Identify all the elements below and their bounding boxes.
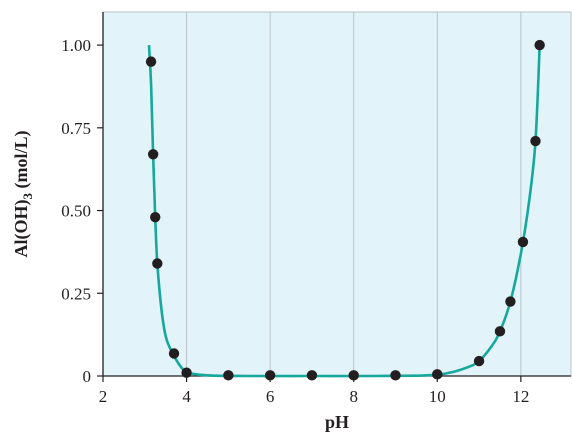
- data-point: [494, 326, 506, 337]
- data-point: [223, 370, 234, 381]
- x-tick-label: 6: [266, 387, 275, 406]
- x-tick-label: 10: [429, 387, 446, 406]
- data-point: [145, 56, 157, 67]
- data-point: [505, 296, 516, 307]
- gridlines: [186, 12, 522, 376]
- data-point: [181, 367, 192, 378]
- data-point: [348, 370, 359, 381]
- data-point: [473, 355, 485, 367]
- x-tick-label: 2: [99, 387, 108, 406]
- data-points: [145, 39, 545, 381]
- y-tick-label: 0.75: [61, 119, 91, 138]
- fit-curve: [147, 45, 541, 378]
- y-axis-ticks: 0 0.25 0.50 0.75 1.00: [61, 36, 103, 386]
- data-point: [152, 258, 163, 269]
- y-axis-label-unit: (mol/L): [11, 131, 32, 194]
- data-point: [534, 39, 545, 51]
- data-point: [390, 370, 401, 381]
- y-axis-label-subscript: 3: [20, 193, 35, 200]
- data-point: [432, 369, 443, 380]
- data-point: [530, 135, 541, 147]
- y-axis-label: Al(OH)3 (mol/L): [11, 131, 35, 258]
- data-point: [264, 370, 276, 381]
- data-point: [517, 236, 529, 248]
- y-tick-label: 0: [83, 367, 92, 386]
- y-tick-label: 1.00: [61, 36, 91, 55]
- data-point: [168, 348, 180, 359]
- y-axis-label-main: Al(OH): [11, 200, 32, 258]
- data-point: [147, 149, 159, 160]
- data-point: [306, 370, 318, 381]
- x-tick-label: 4: [182, 387, 191, 406]
- data-point: [150, 211, 161, 223]
- y-tick-label: 0.25: [61, 284, 91, 303]
- x-tick-label: 8: [349, 387, 358, 406]
- x-tick-label: 12: [512, 387, 529, 406]
- plot-area: [102, 11, 572, 377]
- y-tick-label: 0.50: [61, 202, 91, 221]
- x-axis-ticks: 2 4 6 8 10 12: [99, 376, 529, 406]
- x-axis-label: pH: [325, 412, 349, 432]
